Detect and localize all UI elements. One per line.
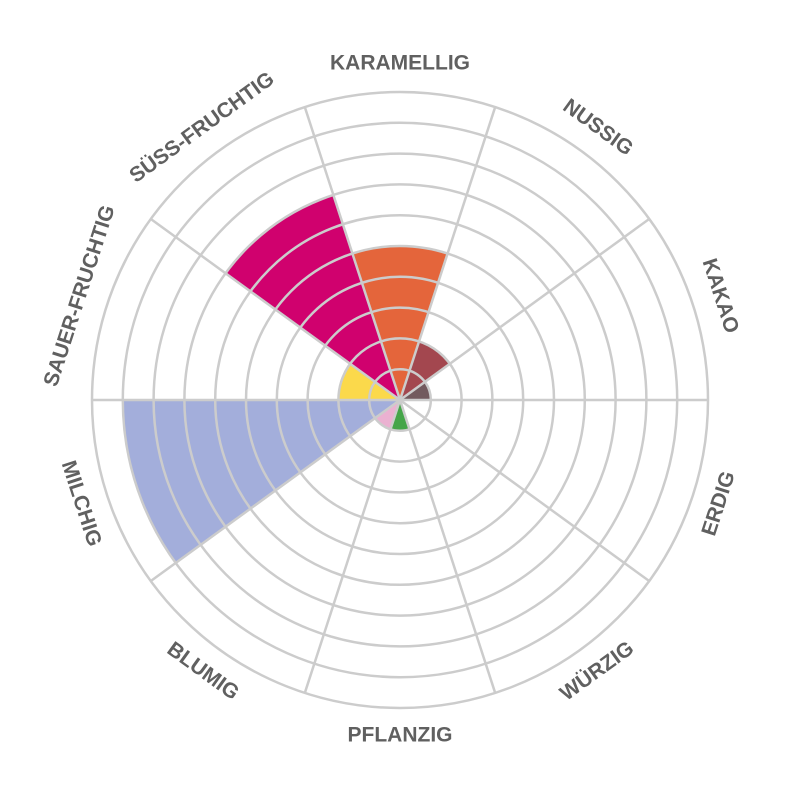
grid-spoke — [150, 217, 401, 402]
category-label-kakao: KAKAO — [698, 256, 744, 336]
category-label-nussig: NUSSIG — [559, 94, 638, 160]
grid-spoke — [150, 398, 401, 583]
category-label-blumig: BLUMIG — [163, 637, 244, 704]
category-label-pflanzig: PFLANZIG — [348, 724, 453, 747]
category-label-erdig: ERDIG — [697, 468, 739, 538]
sector-suess-fruchtig — [225, 194, 400, 400]
sector-blumig — [375, 400, 400, 430]
category-label-wuerzig: WÜRZIG — [556, 637, 638, 706]
sector-pflanzig — [390, 400, 410, 431]
category-label-milchig: MILCHIG — [57, 458, 106, 549]
grid-layer — [90, 90, 710, 710]
sector-sauer-fruchtig — [338, 363, 400, 400]
grid-spoke — [303, 399, 402, 694]
grid-spoke — [398, 399, 497, 694]
sector-milchig — [122, 400, 401, 563]
sector-karamellig — [352, 246, 448, 400]
sector-nussig — [400, 341, 450, 400]
grid-spoke — [303, 106, 402, 401]
category-label-karamellig: KARAMELLIG — [330, 52, 470, 75]
category-label-sauer-fruchtig: SAUER-FRUCHTIG — [39, 202, 119, 389]
grid-spoke — [399, 217, 650, 402]
sectors-layer — [122, 194, 450, 563]
grid-spoke — [399, 398, 650, 583]
grid-spoke — [398, 106, 497, 401]
